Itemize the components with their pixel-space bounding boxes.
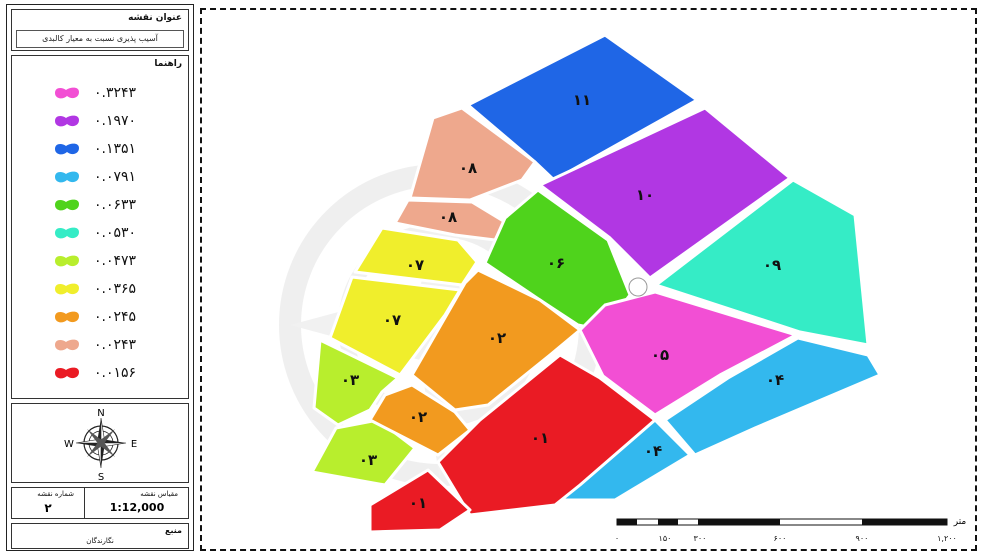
legend-label: ۰.۰۱۵۶ [94, 365, 137, 381]
sheet-label: شماره نقشه [37, 490, 74, 498]
compass-e: E [131, 439, 137, 450]
legend-box: راهنما ۰.۳۲۴۳ ۰.۱۹۷۰ ۰.۱۳۵۱ ۰.۰۷۹۱ ۰.۰۶۳۳ ۰.۰… [11, 55, 189, 399]
zone-05[interactable] [578, 290, 798, 417]
zone-label-07a: ۰۷ [406, 256, 424, 274]
legend-item: ۰.۳۲۴۳ [12, 84, 188, 104]
roundabout [628, 277, 648, 297]
legend-item: ۰.۰۲۴۳ [12, 336, 188, 356]
zone-08a[interactable] [408, 106, 537, 202]
legend-swatch [55, 227, 79, 239]
legend-item: ۰.۰۳۶۵ [12, 280, 188, 300]
source-value: نگارندگان [86, 537, 114, 545]
scale-tick: ۹۰۰ [856, 534, 869, 543]
map-sidebar: عنوان نقشه آسیب پذیری نسبت به معیار کالب… [6, 4, 194, 551]
sheet-number: ۲ [44, 501, 52, 515]
map-title: آسیب پذیری نسبت به معیار کالبدی [16, 30, 184, 48]
legend-item: ۰.۱۹۷۰ [12, 112, 188, 132]
zone-07a[interactable] [353, 226, 479, 287]
zone-label-10: ۱۰ [636, 186, 654, 204]
legend-swatch [55, 255, 79, 267]
zone-09[interactable] [654, 178, 870, 347]
scale-value: 1:12,000 [109, 501, 165, 514]
scale-tick: ۶۰۰ [774, 534, 787, 543]
legend-label: ۰.۰۷۹۱ [94, 169, 137, 185]
zone-label-06: ۰۶ [547, 254, 565, 272]
zone-label-02b: ۰۲ [409, 408, 427, 426]
legend-item: ۰.۰۷۹۱ [12, 168, 188, 188]
zone-label-08a: ۰۸ [459, 159, 477, 177]
zone-label-09: ۰۹ [763, 256, 781, 274]
legend-label: ۰.۰۶۳۳ [94, 197, 137, 213]
scale-tick: ۳۰۰ [694, 534, 707, 543]
zone-07b[interactable] [328, 275, 462, 377]
source-box: منبع نگارندگان [11, 523, 189, 549]
legend-label: ۰.۳۲۴۳ [94, 85, 137, 101]
scale-tick: ۰ [615, 534, 619, 543]
legend-label: ۰.۰۴۷۳ [94, 253, 137, 269]
legend-item: ۰.۰۲۴۵ [12, 308, 188, 328]
zone-label-02a: ۰۲ [488, 329, 506, 347]
compass-w: W [64, 439, 74, 450]
zone-label-08b: ۰۸ [439, 208, 457, 226]
legend-label: ۰.۱۹۷۰ [94, 113, 137, 129]
legend-swatch [55, 87, 79, 99]
legend-swatch [55, 171, 79, 183]
zone-03a[interactable] [312, 338, 400, 427]
legend-swatch [55, 311, 79, 323]
legend-label: ۰.۰۲۴۳ [94, 337, 137, 353]
zone-04a[interactable] [663, 336, 882, 457]
legend-item: ۰.۰۵۳۰ [12, 224, 188, 244]
zone-01b[interactable] [368, 468, 472, 534]
legend-label: ۰.۰۲۴۵ [94, 309, 137, 325]
compass-box: N S E W [11, 403, 189, 483]
legend-item: ۰.۱۳۵۱ [12, 140, 188, 160]
scale-tick: ۱,۲۰۰ [937, 534, 957, 543]
zone-label-04b: ۰۴ [644, 442, 662, 460]
legend-label: ۰.۰۳۶۵ [94, 281, 137, 297]
zone-10[interactable] [538, 106, 792, 280]
legend-swatch [55, 143, 79, 155]
source-label: منبع [165, 526, 182, 535]
compass-n: N [97, 408, 104, 419]
legend-item: ۰.۰۶۳۳ [12, 196, 188, 216]
zone-label-11: ۱۱ [573, 91, 591, 109]
compass-s: S [98, 472, 104, 482]
scale-tick: ۱۵۰ [659, 534, 672, 543]
legend-swatch [55, 199, 79, 211]
zone-label-03b: ۰۳ [359, 451, 377, 469]
zone-label-03a: ۰۳ [341, 371, 359, 389]
legend-swatch [55, 283, 79, 295]
legend-label: ۰.۱۳۵۱ [94, 141, 137, 157]
zone-label-04a: ۰۴ [766, 371, 784, 389]
zone-label-01a: ۰۱ [531, 429, 549, 447]
map-title-heading: عنوان نقشه [128, 13, 182, 23]
scale-box: شماره نقشه ۲ مقیاس نقشه 1:12,000 [11, 487, 189, 519]
legend-label: ۰.۰۵۳۰ [94, 225, 137, 241]
legend-item: ۰.۰۴۷۳ [12, 252, 188, 272]
zone-label-01b: ۰۱ [409, 494, 427, 512]
legend-item: ۰.۰۱۵۶ [12, 364, 188, 384]
legend-swatch [55, 115, 79, 127]
scale-unit: متر [953, 517, 967, 527]
zone-label-05: ۰۵ [651, 346, 669, 364]
legend-swatch [55, 339, 79, 351]
zone-label-07b: ۰۷ [383, 311, 401, 329]
map-frame [200, 8, 977, 551]
legend-swatch [55, 367, 79, 379]
title-box: عنوان نقشه آسیب پذیری نسبت به معیار کالب… [11, 9, 189, 51]
zone-01a[interactable] [436, 353, 657, 517]
scale-bar: متر ۰ ۱۵۰ ۳۰۰ ۶۰۰ ۹۰۰ ۱,۲۰۰ [615, 517, 967, 543]
scale-label: مقیاس نقشه [140, 490, 178, 498]
legend-heading: راهنما [154, 59, 182, 69]
sheet-cell: شماره نقشه ۲ [12, 488, 85, 518]
zone-02a[interactable] [410, 268, 582, 412]
north-arrow-icon: N S E W [64, 408, 137, 483]
